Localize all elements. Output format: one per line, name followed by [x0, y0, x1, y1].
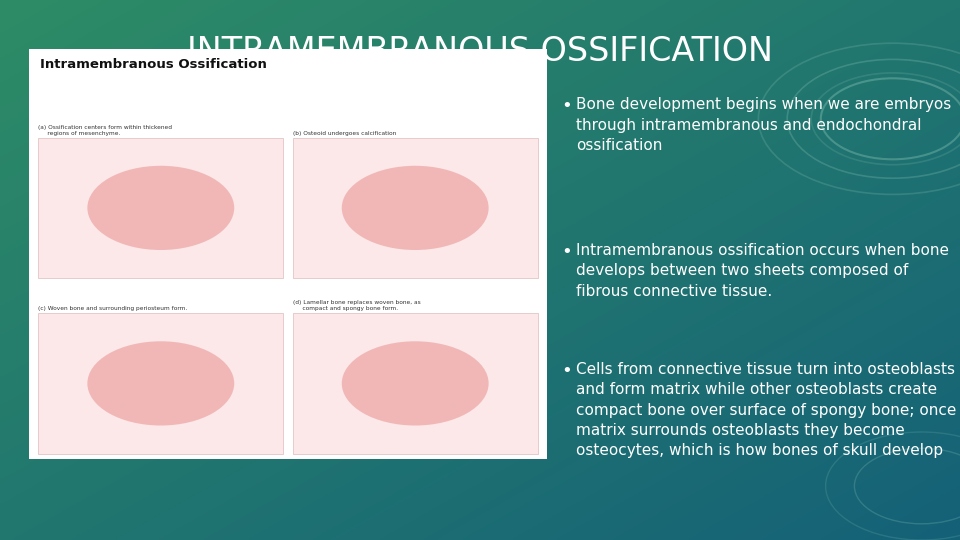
Text: Cells from connective tissue turn into osteoblasts
and form matrix while other o: Cells from connective tissue turn into o… — [576, 362, 956, 458]
Text: INTRAMEMBRANOUS OSSIFICATION: INTRAMEMBRANOUS OSSIFICATION — [187, 35, 773, 68]
Text: Bone development begins when we are embryos
through intramembranous and endochon: Bone development begins when we are embr… — [576, 97, 951, 153]
Text: •: • — [562, 243, 572, 261]
Text: (c) Woven bone and surrounding periosteum form.: (c) Woven bone and surrounding periosteu… — [38, 306, 187, 311]
Text: •: • — [562, 97, 572, 115]
Text: (b) Osteoid undergoes calcification: (b) Osteoid undergoes calcification — [293, 131, 396, 136]
Text: •: • — [562, 362, 572, 380]
Text: Intramembranous Ossification: Intramembranous Ossification — [40, 58, 267, 71]
FancyBboxPatch shape — [38, 138, 283, 278]
Ellipse shape — [87, 341, 234, 426]
FancyBboxPatch shape — [29, 49, 547, 459]
FancyBboxPatch shape — [293, 313, 538, 454]
FancyBboxPatch shape — [293, 138, 538, 278]
FancyBboxPatch shape — [38, 313, 283, 454]
Ellipse shape — [342, 166, 489, 250]
Ellipse shape — [87, 166, 234, 250]
Text: Intramembranous ossification occurs when bone
develops between two sheets compos: Intramembranous ossification occurs when… — [576, 243, 949, 299]
Text: (a) Ossification centers form within thickened
     regions of mesenchyme.: (a) Ossification centers form within thi… — [38, 125, 173, 136]
Ellipse shape — [342, 341, 489, 426]
Text: (d) Lamellar bone replaces woven bone, as
     compact and spongy bone form.: (d) Lamellar bone replaces woven bone, a… — [293, 300, 420, 311]
